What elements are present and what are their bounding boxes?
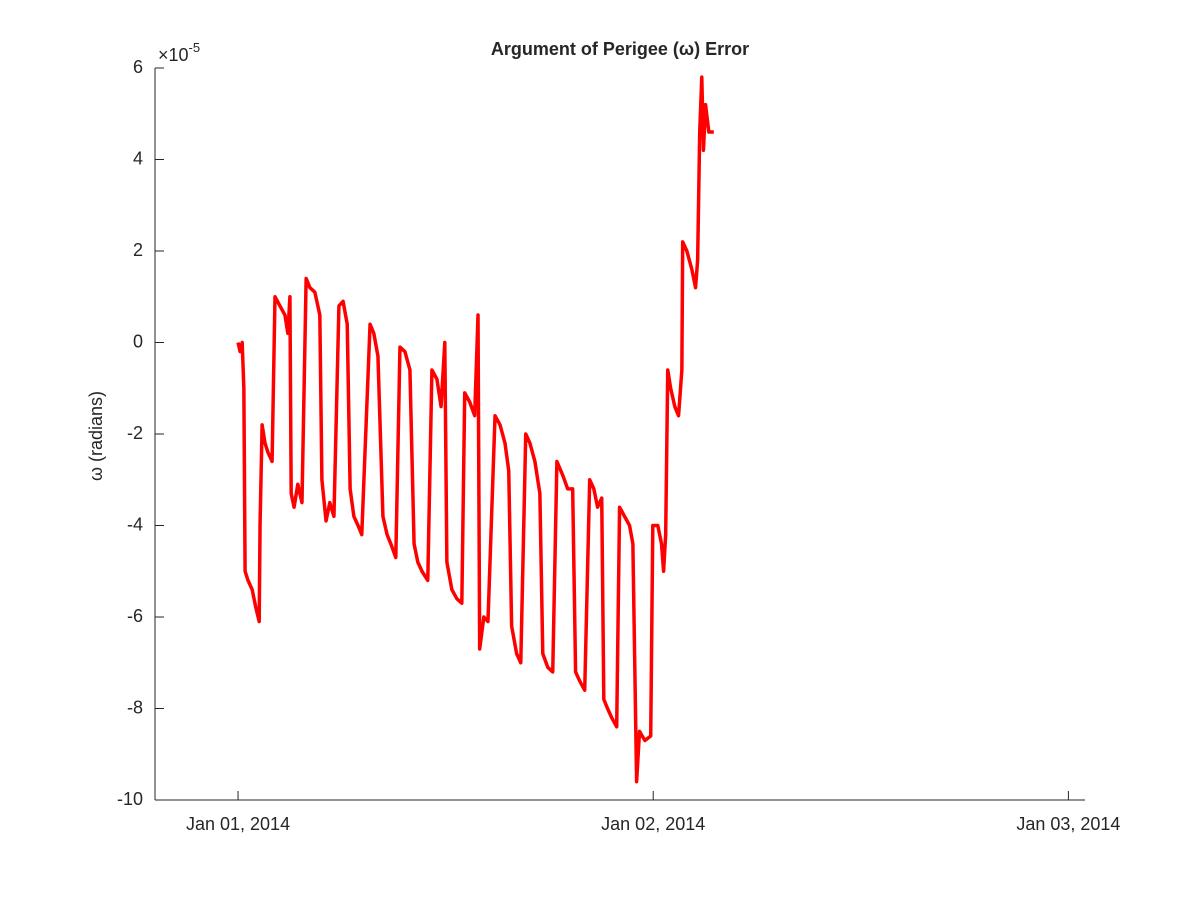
y-exponent-base: ×10 (158, 45, 189, 65)
y-exponent-power: -5 (189, 40, 201, 55)
data-line (236, 75, 714, 784)
y-tick-label: 2 (133, 240, 143, 260)
chart-title: Argument of Perigee (ω) Error (491, 39, 749, 59)
y-axis-label: ω (radians) (86, 391, 106, 481)
y-tick-label: -2 (127, 423, 143, 443)
x-tick-label: Jan 01, 2014 (186, 814, 290, 834)
y-tick-label: 4 (133, 148, 143, 168)
y-exponent: ×10-5 (158, 40, 200, 64)
y-tick-label: -10 (117, 789, 143, 809)
y-tick-label: 0 (133, 331, 143, 351)
y-tick-label: 6 (133, 57, 143, 77)
x-tick-label: Jan 03, 2014 (1016, 814, 1120, 834)
y-tick-label: -6 (127, 606, 143, 626)
y-tick-label: -4 (127, 514, 143, 534)
y-tick-label: -8 (127, 697, 143, 717)
x-tick-label: Jan 02, 2014 (601, 814, 705, 834)
